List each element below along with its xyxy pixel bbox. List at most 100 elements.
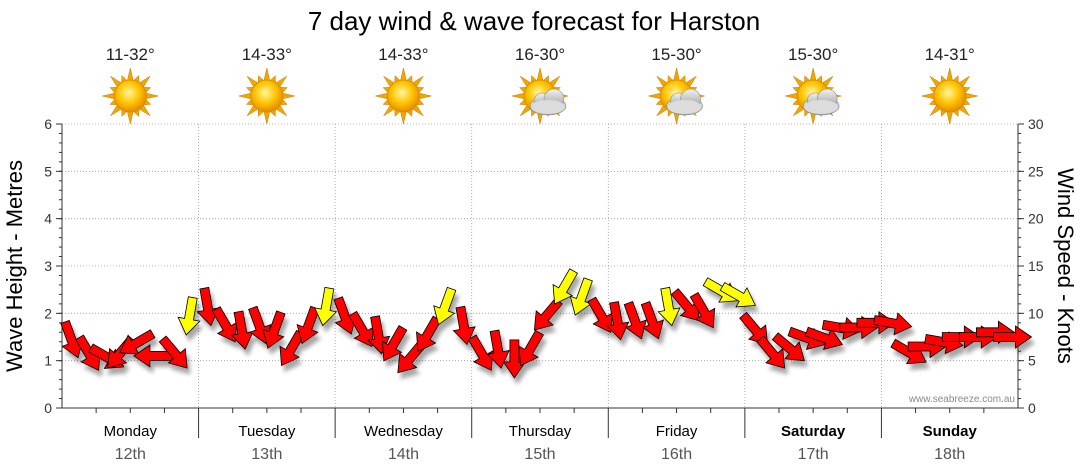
- right-tick-label: 10: [1028, 305, 1044, 321]
- day-name-label: Wednesday: [364, 423, 443, 440]
- temperature-range-label: 15-30°: [788, 45, 838, 64]
- sun-icon: [238, 67, 295, 125]
- day-date-label: 16th: [661, 446, 692, 463]
- left-tick-label: 6: [44, 116, 52, 132]
- day-name-label: Friday: [656, 423, 698, 440]
- left-tick-label: 4: [44, 211, 52, 227]
- day-labels: Monday 12th Tuesday 13th Wednesday 14th Thursd…: [104, 423, 978, 463]
- wind-arrow: [518, 329, 544, 367]
- axes: 0 1 2 3 4 5 6 0 5 10 15 20 25 30: [44, 116, 1044, 438]
- wind-arrow: [158, 335, 188, 369]
- left-tick-label: 1: [44, 353, 52, 369]
- wind-arrow: [467, 334, 494, 371]
- sun-ray: [965, 92, 978, 100]
- day-name-label: Saturday: [781, 423, 846, 440]
- day-date-label: 13th: [251, 446, 282, 463]
- wind-arrow: [177, 296, 201, 336]
- partly-cloudy-icon: [648, 67, 705, 125]
- wind-arrow: [486, 329, 510, 369]
- sun-ray: [648, 92, 662, 100]
- right-tick-label: 20: [1028, 211, 1044, 227]
- wind-arrow: [993, 325, 1033, 349]
- sun-icon: [375, 67, 432, 125]
- wind-arrow: [606, 301, 630, 341]
- sun-ray: [946, 67, 953, 81]
- wind-arrow: [381, 325, 408, 362]
- temperature-range-label: 14-31°: [925, 45, 975, 64]
- y-axis-title-left: Wave Height - Metres: [2, 160, 27, 372]
- sun-ray: [282, 92, 295, 100]
- temperature-range-label: 14-33°: [378, 45, 428, 64]
- wind-arrow: [262, 310, 286, 349]
- chart-title: 7 day wind & wave forecast for Harston: [308, 6, 760, 36]
- day-name-label: Monday: [104, 423, 158, 440]
- sun-ray: [511, 92, 525, 100]
- wind-arrow: [756, 335, 786, 369]
- sun-ray: [400, 67, 407, 81]
- grid-lines: [62, 123, 1018, 408]
- right-tick-label: 0: [1028, 400, 1036, 416]
- sun-ray: [673, 67, 680, 81]
- wind-arrow: [771, 332, 805, 362]
- wind-arrow: [719, 281, 756, 308]
- wind-arrow: [872, 312, 913, 336]
- sun-ray: [375, 92, 388, 100]
- right-tick-label: 15: [1028, 258, 1044, 274]
- day-date-label: 18th: [934, 446, 965, 463]
- left-tick-label: 0: [44, 400, 52, 416]
- wind-arrow: [689, 291, 716, 329]
- temperature-range-label: 15-30°: [651, 45, 701, 64]
- day-date-label: 15th: [524, 446, 555, 463]
- day-name-label: Thursday: [509, 423, 572, 440]
- sun-ray: [400, 111, 407, 125]
- credit-watermark: www.seabreeze.com.au: [908, 394, 1015, 405]
- partly-cloudy-icon: [511, 67, 569, 125]
- temperature-range-label: 11-32°: [106, 45, 155, 64]
- left-tick-label: 3: [44, 258, 52, 274]
- left-tick-label: 2: [44, 305, 52, 321]
- sun-disc: [113, 79, 147, 113]
- day-date-label: 17th: [798, 446, 829, 463]
- wind-arrow: [739, 311, 768, 345]
- right-tick-label: 5: [1028, 353, 1036, 369]
- sun-ray: [238, 92, 252, 100]
- sun-disc: [250, 79, 284, 113]
- sun-ray: [145, 92, 159, 100]
- sun-ray: [809, 67, 817, 81]
- sun-icon: [102, 67, 159, 125]
- left-tick-label: 5: [44, 163, 52, 179]
- sun-ray: [127, 67, 134, 81]
- cloud-shape: [529, 88, 567, 116]
- temperature-range-label: 16-30°: [515, 45, 565, 64]
- sun-ray: [418, 92, 432, 100]
- sun-ray: [263, 111, 271, 125]
- day-date-label: 12th: [115, 446, 146, 463]
- sun-ray: [102, 92, 115, 100]
- sun-ray: [921, 92, 935, 100]
- wind-arrow: [433, 286, 457, 326]
- right-tick-label: 25: [1028, 163, 1044, 179]
- day-name-label: Sunday: [923, 423, 978, 440]
- partly-cloudy-icon: [785, 67, 842, 125]
- sun-ray: [536, 67, 544, 81]
- weather-row: 11-32° 14-33° 14-33° 16-30° 15-30° 15-30° 14-3…: [102, 45, 978, 125]
- day-name-label: Tuesday: [238, 423, 295, 440]
- sun-disc: [387, 79, 420, 113]
- sun-icon: [921, 67, 978, 125]
- right-tick-label: 30: [1028, 116, 1044, 132]
- wind-arrow: [552, 268, 579, 305]
- sun-ray: [785, 92, 798, 100]
- cloud-shape: [802, 88, 840, 116]
- wind-arrow: [623, 301, 647, 340]
- wind-arrows: [60, 268, 1033, 379]
- wind-arrow: [640, 301, 664, 340]
- sun-ray: [263, 67, 271, 81]
- y-axis-title-right: Wind Speed - Knots: [1053, 168, 1078, 364]
- day-date-label: 14th: [388, 446, 419, 463]
- sun-ray: [127, 111, 134, 125]
- wind-arrow: [452, 305, 476, 346]
- sun-ray: [946, 111, 953, 125]
- temperature-range-label: 14-33°: [242, 45, 292, 64]
- cloud-shape: [666, 88, 703, 116]
